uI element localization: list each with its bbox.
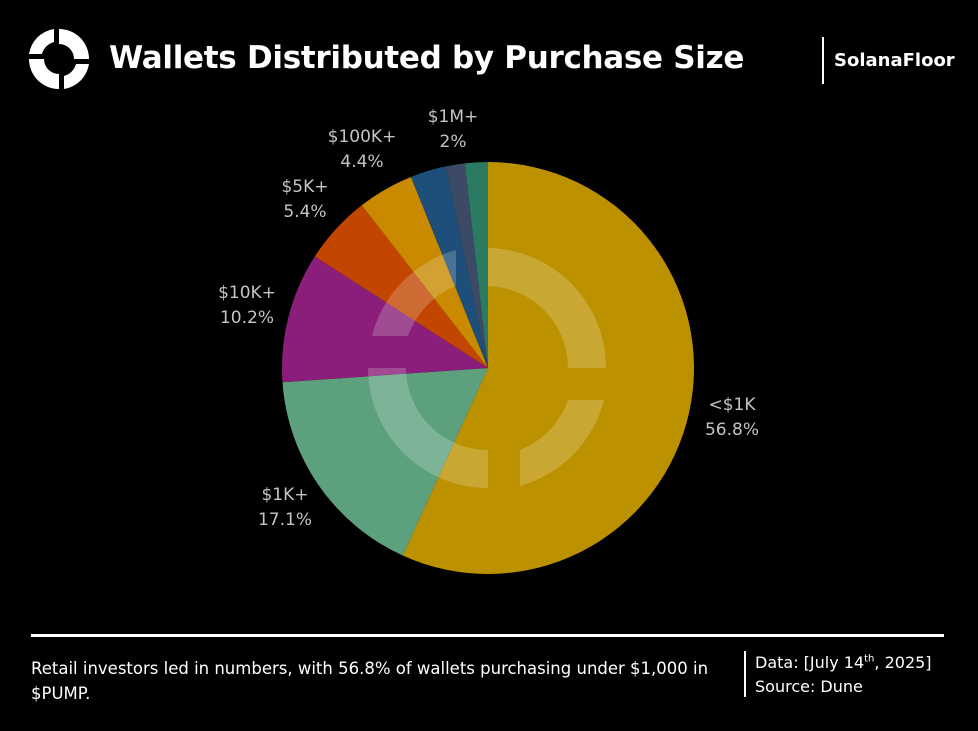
pie-labels: <$1K 56.8% $1K+ 17.1% $10K+ 10.2% $5K+ 5.4% $100…: [218, 107, 759, 530]
caption-text: Retail investors led in numbers, with 56…: [31, 659, 709, 703]
data-source: Source: Dune: [755, 677, 863, 696]
pie-slice-2: [282, 256, 488, 383]
footer-rule: [31, 634, 944, 637]
slice-label-2: $10K+: [218, 283, 276, 303]
slice-label-7: $1M+: [428, 107, 479, 127]
pie-slice-6: [445, 163, 488, 368]
slice-label-3: $5K+: [281, 177, 328, 197]
pie-slice-5: [410, 166, 488, 368]
slice-label-4: $100K+: [328, 127, 397, 147]
watermark-logo: [368, 248, 606, 488]
slice-percent-4: 4.4%: [340, 152, 383, 172]
slice-percent-7: 2%: [440, 132, 467, 152]
slice-label-0: <$1K: [708, 395, 756, 415]
pie-slice-4: [361, 176, 488, 368]
data-source-block: Data: [July 14th, 2025] Source: Dune: [755, 651, 932, 699]
pie-chart: <$1K 56.8% $1K+ 17.1% $10K+ 10.2% $5K+ 5.4% $100…: [218, 107, 759, 574]
brand-divider: [822, 37, 824, 84]
slice-percent-0: 56.8%: [705, 420, 759, 440]
pie-slice-0: [402, 162, 695, 574]
slice-percent-2: 10.2%: [220, 308, 274, 328]
pie-slice-1: [282, 368, 488, 556]
pie-slices: [282, 162, 695, 574]
data-date: Data: [July 14th, 2025]: [755, 653, 932, 672]
brand-name: SolanaFloor: [834, 50, 955, 71]
pie-slice-7: [464, 162, 488, 368]
slice-percent-3: 5.4%: [283, 202, 326, 222]
pie-slice-3: [314, 205, 488, 368]
solanafloor-logo: [29, 29, 89, 89]
slice-percent-1: 17.1%: [258, 510, 312, 530]
meta-divider: [744, 651, 746, 697]
slice-label-1: $1K+: [261, 485, 308, 505]
page-title: Wallets Distributed by Purchase Size: [109, 40, 745, 76]
